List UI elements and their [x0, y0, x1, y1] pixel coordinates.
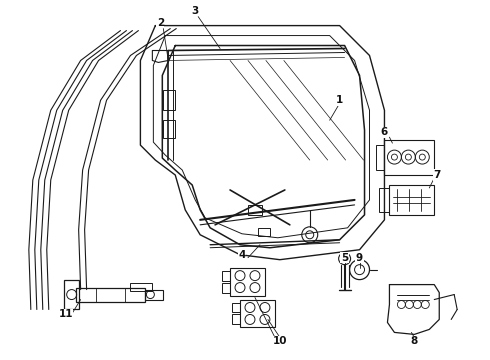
Bar	[376, 145, 385, 170]
Bar	[163, 90, 175, 110]
Text: 7: 7	[434, 170, 441, 180]
Text: 4: 4	[238, 250, 245, 260]
Bar	[258, 228, 270, 236]
Bar	[146, 289, 163, 300]
Bar	[390, 185, 434, 215]
Text: 2: 2	[157, 18, 164, 28]
Text: 1: 1	[336, 95, 343, 105]
Bar	[64, 280, 78, 310]
Text: 8: 8	[411, 336, 418, 346]
Text: 11: 11	[58, 310, 73, 319]
Bar	[248, 205, 262, 215]
Bar	[230, 268, 265, 296]
Bar	[222, 283, 230, 293]
Bar	[75, 288, 146, 302]
Bar	[232, 302, 240, 312]
Text: 9: 9	[356, 253, 363, 263]
Text: 5: 5	[341, 253, 348, 263]
Bar	[222, 271, 230, 280]
Bar	[385, 140, 434, 175]
Text: 6: 6	[381, 127, 388, 137]
Bar	[163, 120, 175, 138]
Bar	[379, 188, 390, 212]
Bar	[240, 300, 275, 328]
Text: 10: 10	[272, 336, 287, 346]
Bar	[232, 315, 240, 324]
Bar	[130, 283, 152, 291]
Text: 3: 3	[192, 6, 199, 15]
